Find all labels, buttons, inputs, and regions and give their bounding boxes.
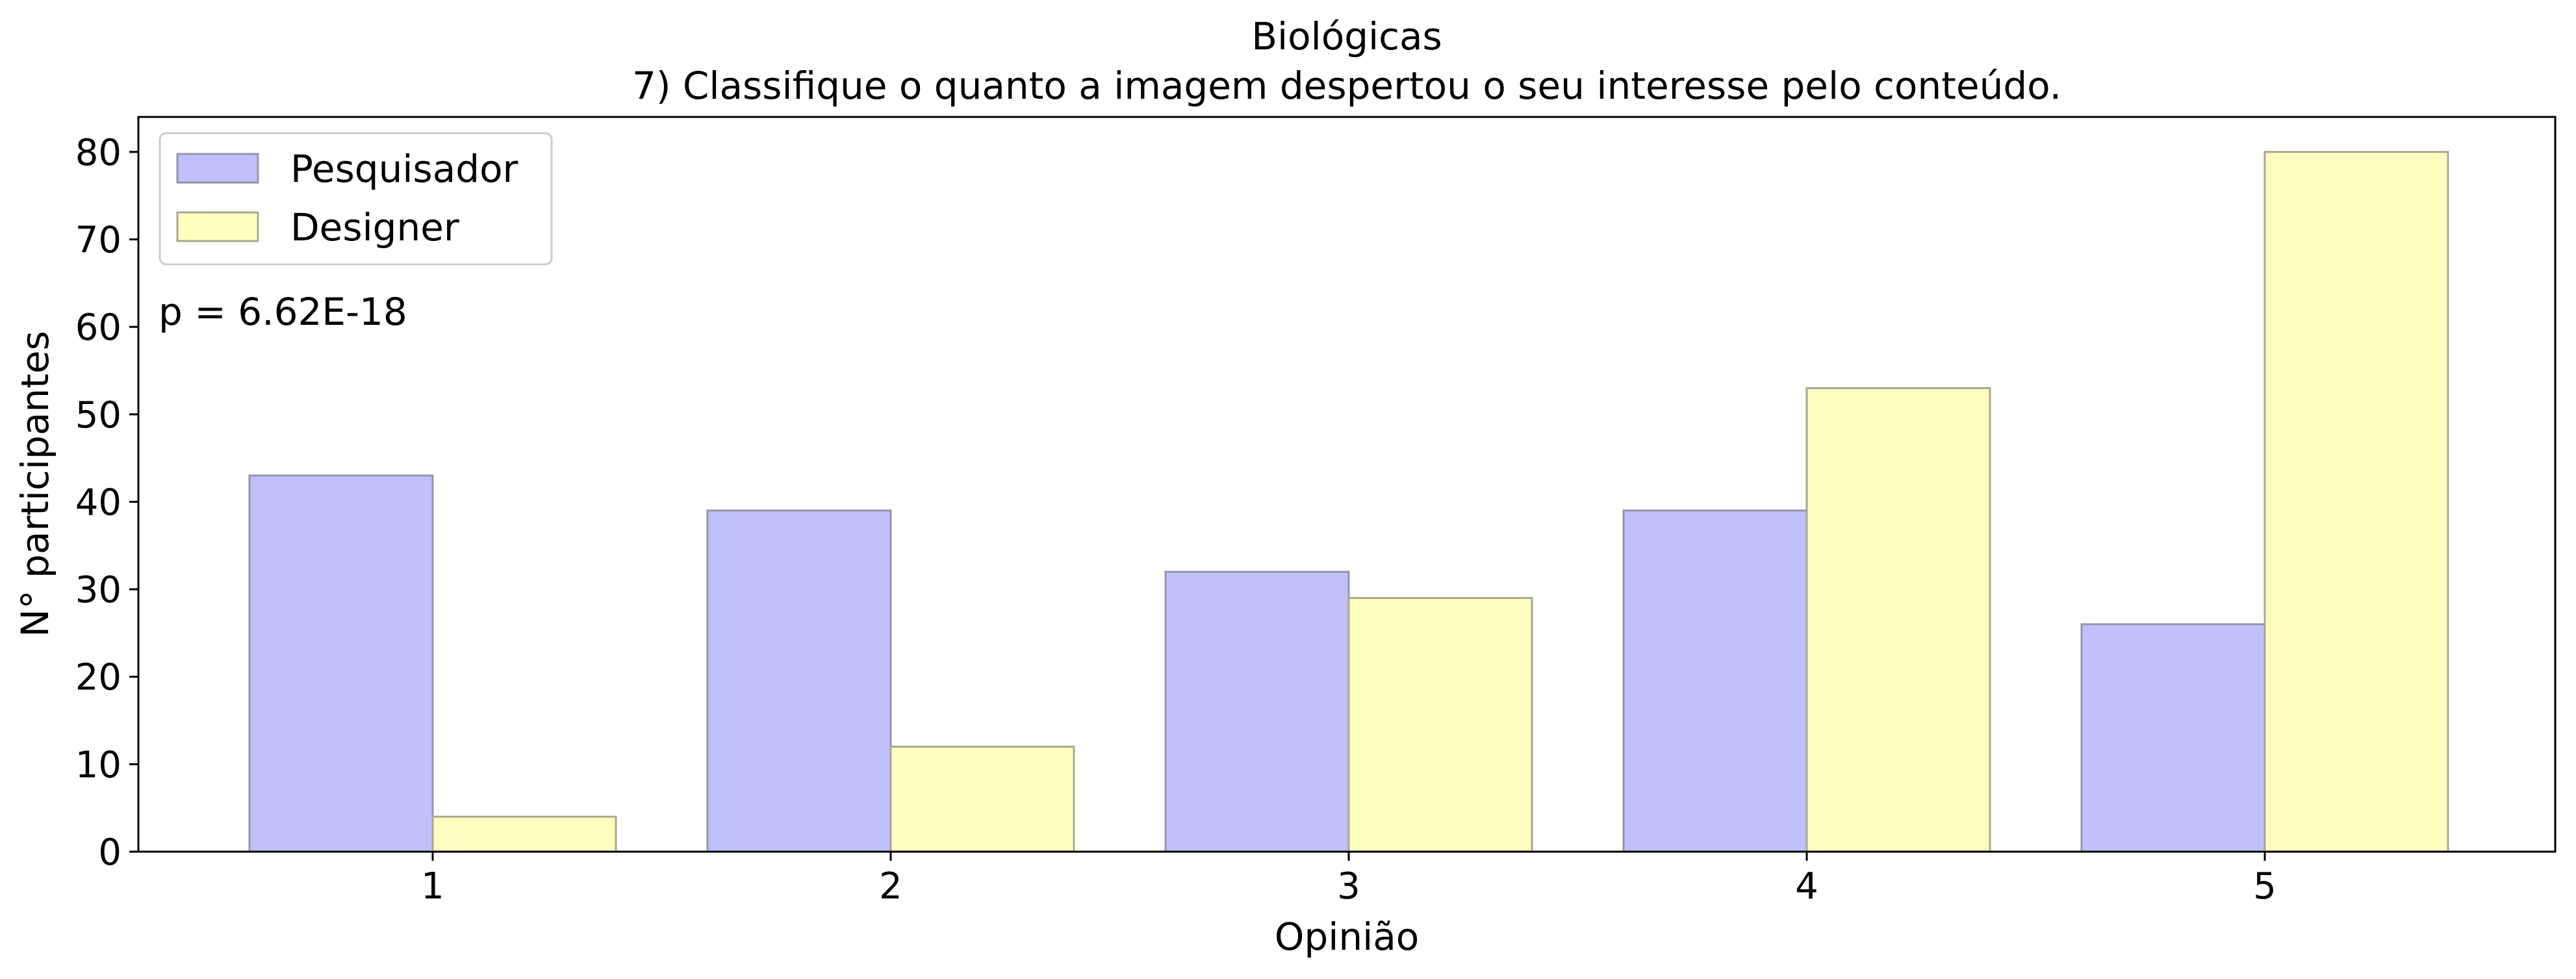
y-axis-ticks: 0 10 20 30 40 50 60 70 80 [75,132,138,874]
y-tick-label: 70 [75,220,121,262]
x-tick-label: 1 [421,865,444,908]
plot-frame [137,116,2557,853]
legend-swatch-pesquisador [176,153,259,184]
y-tick-label: 10 [75,744,121,786]
x-tick-label: 3 [1337,865,1360,908]
y-tick-label: 80 [75,132,121,174]
bar-pesquisador-5 [2080,623,2266,853]
chart-subtitle: 7) Classifique o quanto a imagem despert… [632,64,2061,108]
bar-designer-1 [431,815,617,853]
x-tick-label: 2 [879,865,902,908]
x-tick-label: 4 [1795,865,1818,908]
legend: Pesquisador Designer [159,132,553,266]
p-value-annotation: p = 6.62E-18 [159,290,407,334]
y-tick-label: 60 [75,307,121,349]
legend-swatch-designer [176,211,259,242]
bar-pesquisador-1 [248,474,434,853]
bar-pesquisador-3 [1164,570,1350,853]
bar-designer-2 [889,745,1075,853]
y-tick-label: 50 [75,394,121,437]
bar-pesquisador-2 [706,509,892,853]
y-tick-label: 20 [75,657,121,699]
y-axis-label: N° participantes [13,331,57,637]
bar-pesquisador-4 [1622,509,1808,853]
bars-layer [248,151,2449,853]
legend-label-pesquisador: Pesquisador [290,147,518,191]
y-tick-label: 0 [98,832,121,874]
x-axis-ticks: 1 2 3 4 5 [421,852,2276,908]
y-tick-label: 40 [75,481,121,524]
y-tick-label: 30 [75,569,121,611]
bar-designer-4 [1805,387,1991,853]
bar-designer-5 [2264,151,2449,853]
x-axis-label: Opinião [1275,915,1419,959]
x-tick-label: 5 [2253,865,2276,908]
bar-designer-3 [1347,597,1533,853]
chart-title: Biológicas [1251,14,1442,58]
legend-label-designer: Designer [290,205,459,249]
